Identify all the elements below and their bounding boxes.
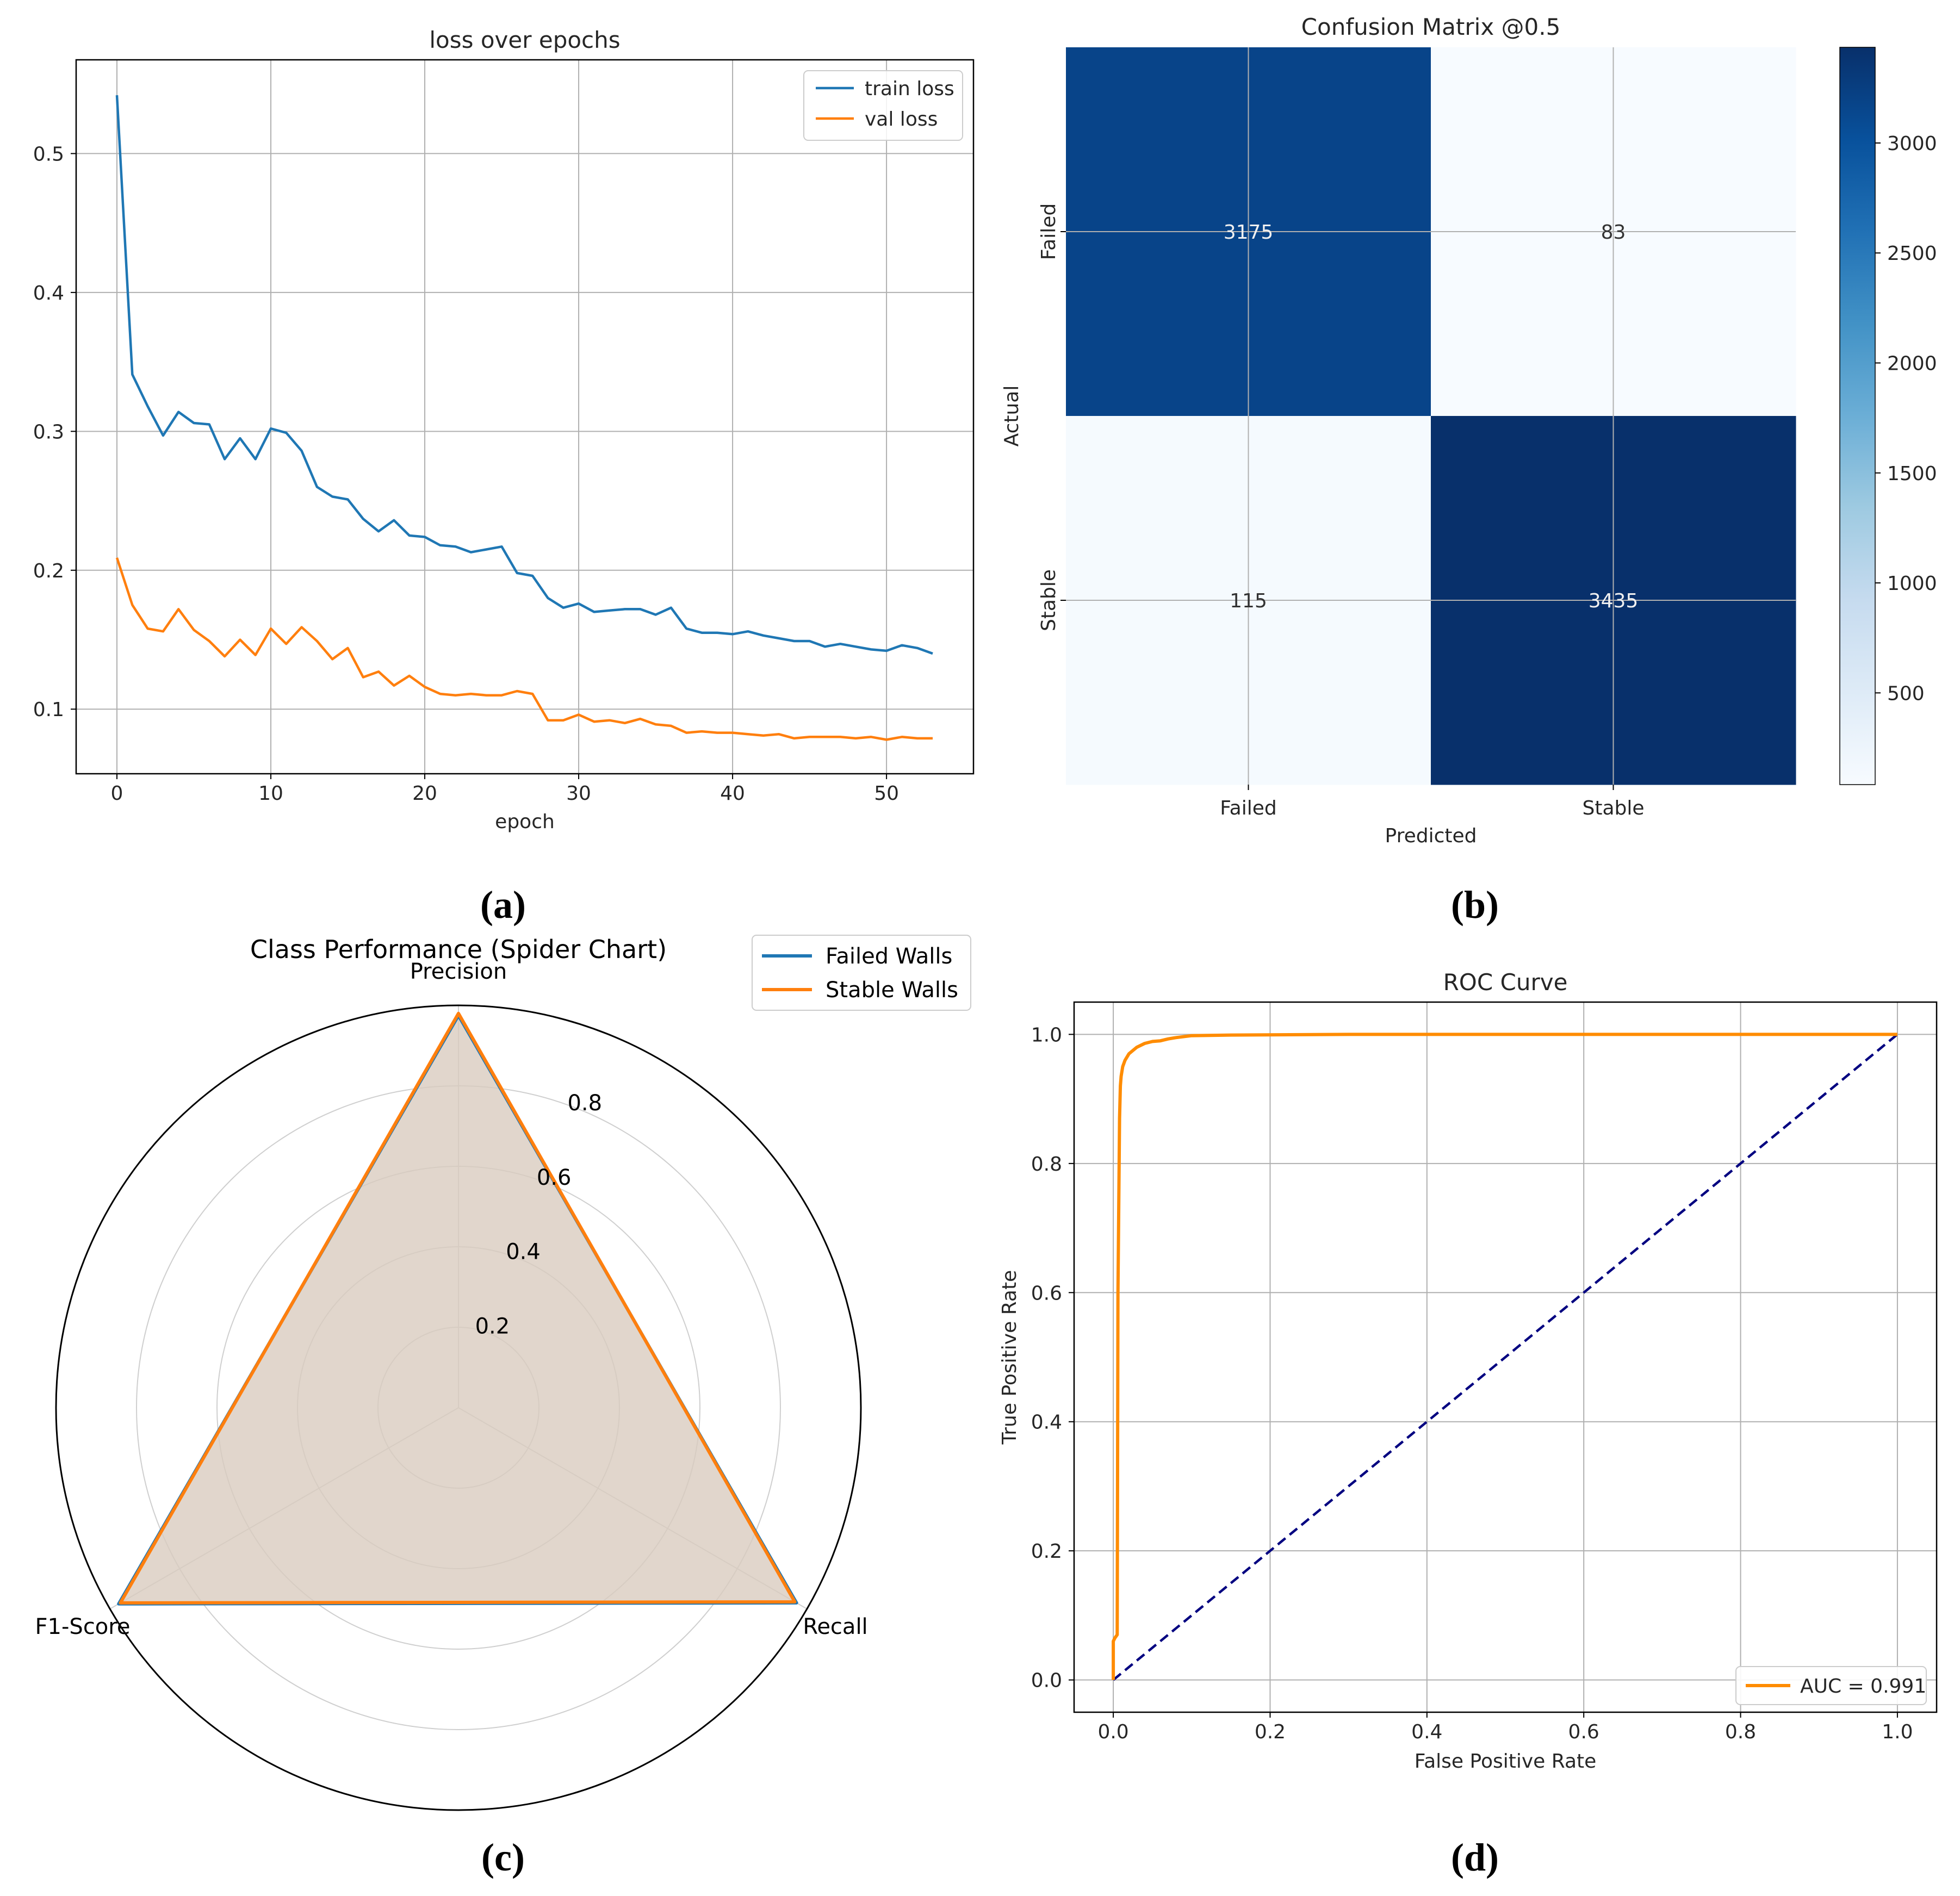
- colorbar-tick-label: 1000: [1887, 573, 1937, 595]
- legend-label: train loss: [865, 78, 954, 100]
- panel-label: (a): [480, 883, 526, 927]
- axis-label-f1: F1-Score: [35, 1614, 131, 1639]
- y-tick-label: 1.0: [1031, 1024, 1062, 1046]
- series-line-val-loss: [115, 557, 933, 741]
- y-tick-label: 0.3: [33, 421, 64, 443]
- y-tick-label: 0.5: [33, 143, 64, 165]
- x-tick-label: Failed: [1220, 797, 1276, 819]
- legend-box: [752, 935, 971, 1011]
- colorbar-tick-label: 1500: [1887, 463, 1937, 485]
- y-tick-label: 0.2: [1031, 1540, 1062, 1563]
- x-tick-label: 0.2: [1255, 1721, 1286, 1743]
- radial-tick-label: 0.8: [567, 1091, 602, 1116]
- legend-label: val loss: [865, 108, 938, 130]
- x-axis-label: epoch: [495, 811, 555, 833]
- series-outline-Stable-Walls: [119, 1011, 797, 1605]
- roc-curve: [1112, 1033, 1897, 1680]
- series-fill: [120, 1013, 795, 1603]
- colorbar-tick-label: 2000: [1887, 353, 1937, 375]
- cell-value: 83: [1601, 221, 1626, 244]
- chart-title: Confusion Matrix @0.5: [1301, 14, 1561, 40]
- plot-frame: [75, 59, 975, 775]
- panel-label: (b): [1451, 883, 1499, 927]
- colorbar-tick-label: 2500: [1887, 243, 1937, 265]
- colorbar-tick-label: 500: [1887, 682, 1925, 705]
- y-tick-label: 0.6: [1031, 1282, 1062, 1304]
- x-tick-label: 10: [258, 782, 283, 805]
- confusion-matrix-panel: 3175 83 115 3435 Failed Stable Failed Stable Pre…: [1001, 14, 1937, 927]
- legend-box: [1735, 1666, 1927, 1705]
- y-axis-label: Actual: [1001, 386, 1023, 447]
- x-tick-label: 0.0: [1097, 1721, 1128, 1743]
- y-tick-label: 0.8: [1031, 1153, 1062, 1176]
- radial-tick-label: 0.2: [475, 1314, 510, 1339]
- roc-chart-panel: 0.0 0.2 0.4 0.6 0.8 1.0 0.0 0.2 0.4 0.6 0.8 1.0 ROC …: [998, 969, 1938, 1879]
- x-tick-label: 0.6: [1568, 1721, 1599, 1743]
- x-tick-label: 50: [874, 782, 899, 805]
- legend-label: Failed Walls: [826, 944, 952, 969]
- chart-title: ROC Curve: [1443, 969, 1568, 996]
- x-tick-label: Stable: [1582, 797, 1644, 819]
- chance-diagonal: [1112, 1033, 1899, 1681]
- plot-frame: [1073, 1001, 1938, 1713]
- series-line-train-loss: [115, 95, 933, 655]
- x-axis-label: False Positive Rate: [1415, 1750, 1597, 1773]
- y-tick-label: Failed: [1038, 203, 1060, 260]
- cell-value: 115: [1230, 590, 1267, 612]
- y-tick-label: 0.4: [33, 282, 64, 304]
- legend-label: Stable Walls: [826, 978, 958, 1003]
- radial-tick-label: 0.4: [506, 1240, 541, 1265]
- x-axis-label: Predicted: [1385, 825, 1477, 847]
- chart-title: Class Performance (Spider Chart): [250, 935, 667, 964]
- x-tick-label: 40: [720, 782, 745, 805]
- axis-label-precision: Precision: [410, 959, 507, 984]
- y-axis-label: True Positive Rate: [998, 1270, 1021, 1445]
- x-tick-label: 0.4: [1411, 1721, 1442, 1743]
- colorbar-tick-label: 3000: [1887, 133, 1937, 155]
- y-tick-label: Stable: [1038, 569, 1060, 631]
- y-tick-label: 0.4: [1031, 1412, 1062, 1434]
- x-tick-label: 0.8: [1725, 1721, 1756, 1743]
- loss-chart-panel: 0 10 20 30 40 50 0.1 0.2 0.3 0.4 0.5 loss over epoc…: [33, 27, 975, 927]
- panel-label: (d): [1451, 1836, 1499, 1879]
- y-tick-label: 0.0: [1031, 1670, 1062, 1692]
- cell-value: 3435: [1589, 590, 1639, 612]
- x-tick-label: 30: [566, 782, 591, 805]
- colorbar-frame: [1839, 47, 1876, 785]
- panel-label: (c): [481, 1836, 525, 1879]
- radial-tick-label: 0.6: [537, 1165, 572, 1190]
- x-tick-label: 1.0: [1882, 1721, 1913, 1743]
- legend-label: AUC = 0.991: [1800, 1675, 1926, 1698]
- axis-label-recall: Recall: [803, 1614, 867, 1639]
- x-tick-label: 20: [412, 782, 437, 805]
- x-tick-label: 0: [111, 782, 123, 805]
- spider-chart-panel: 0.2 0.4 0.6 0.8 Precision Recall F1-Score Class…: [35, 935, 971, 1879]
- colorbar: [1840, 47, 1875, 785]
- y-tick-label: 0.1: [33, 699, 64, 721]
- y-tick-label: 0.2: [33, 560, 64, 582]
- outer-ring: [55, 1004, 862, 1811]
- cell-value: 3175: [1224, 221, 1274, 244]
- chart-title: loss over epochs: [429, 27, 620, 53]
